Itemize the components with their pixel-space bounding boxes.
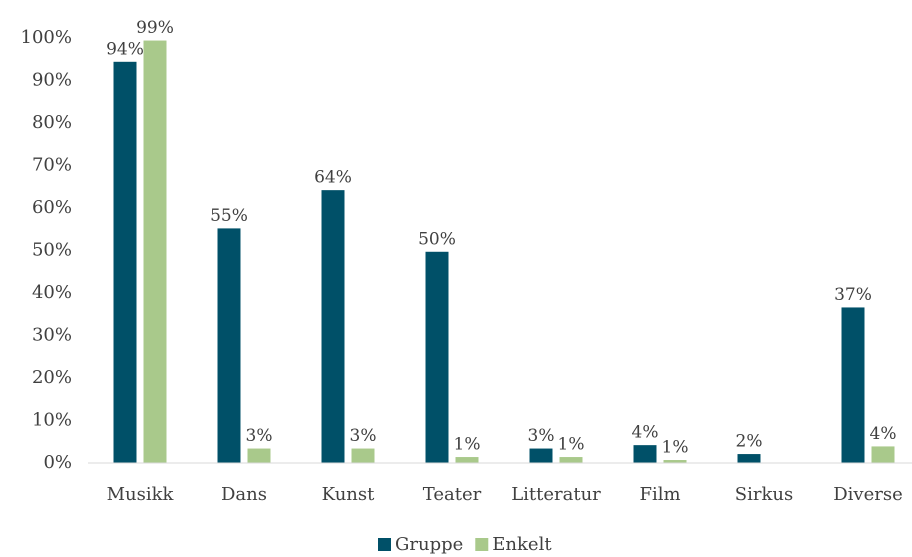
value-label: 4% <box>870 424 897 444</box>
value-label: 64% <box>314 168 352 188</box>
y-tick-label: 20% <box>32 367 72 388</box>
value-label: 50% <box>418 229 456 249</box>
value-label: 37% <box>834 285 872 305</box>
value-label: 2% <box>736 432 763 452</box>
y-tick-label: 90% <box>32 70 72 91</box>
y-tick-label: 80% <box>32 112 72 133</box>
value-label: 55% <box>210 206 248 226</box>
bar <box>737 454 761 463</box>
legend-label: Gruppe <box>395 534 463 555</box>
legend-swatch <box>378 538 391 551</box>
x-tick-label: Litteratur <box>511 484 601 505</box>
y-tick-label: 60% <box>32 197 72 218</box>
bar <box>529 448 553 463</box>
legend-label: Enkelt <box>492 534 552 555</box>
bar <box>425 251 449 463</box>
bar <box>663 460 687 463</box>
bar <box>321 190 345 463</box>
bar <box>247 448 271 463</box>
y-tick-label: 70% <box>32 155 72 176</box>
value-label: 99% <box>136 18 174 38</box>
y-tick-label: 100% <box>21 27 72 48</box>
x-tick-label: Teater <box>423 484 482 505</box>
y-tick-label: 40% <box>32 282 72 303</box>
value-label: 3% <box>246 426 273 446</box>
value-label: 3% <box>350 426 377 446</box>
y-tick-label: 30% <box>32 325 72 346</box>
x-tick-label: Sirkus <box>735 484 793 505</box>
value-label: 1% <box>558 435 585 455</box>
value-label: 1% <box>662 438 689 458</box>
bar <box>559 457 583 463</box>
bar <box>351 448 375 463</box>
value-label: 4% <box>632 423 659 443</box>
value-label: 3% <box>528 426 555 446</box>
bar <box>113 61 137 464</box>
y-tick-label: 50% <box>32 240 72 261</box>
bar <box>871 446 895 463</box>
x-tick-label: Musikk <box>107 484 175 505</box>
bar <box>633 445 657 463</box>
x-tick-label: Dans <box>221 484 267 505</box>
x-tick-label: Kunst <box>322 484 375 505</box>
value-label: 1% <box>454 435 481 455</box>
y-tick-label: 0% <box>43 452 72 473</box>
value-label: 94% <box>106 39 144 59</box>
bar <box>841 307 865 463</box>
bar <box>455 457 479 463</box>
bar <box>143 40 167 464</box>
y-tick-label: 10% <box>32 410 72 431</box>
bar <box>217 228 241 463</box>
legend-swatch <box>475 538 489 551</box>
x-tick-label: Film <box>639 484 680 505</box>
x-tick-label: Diverse <box>833 484 903 505</box>
